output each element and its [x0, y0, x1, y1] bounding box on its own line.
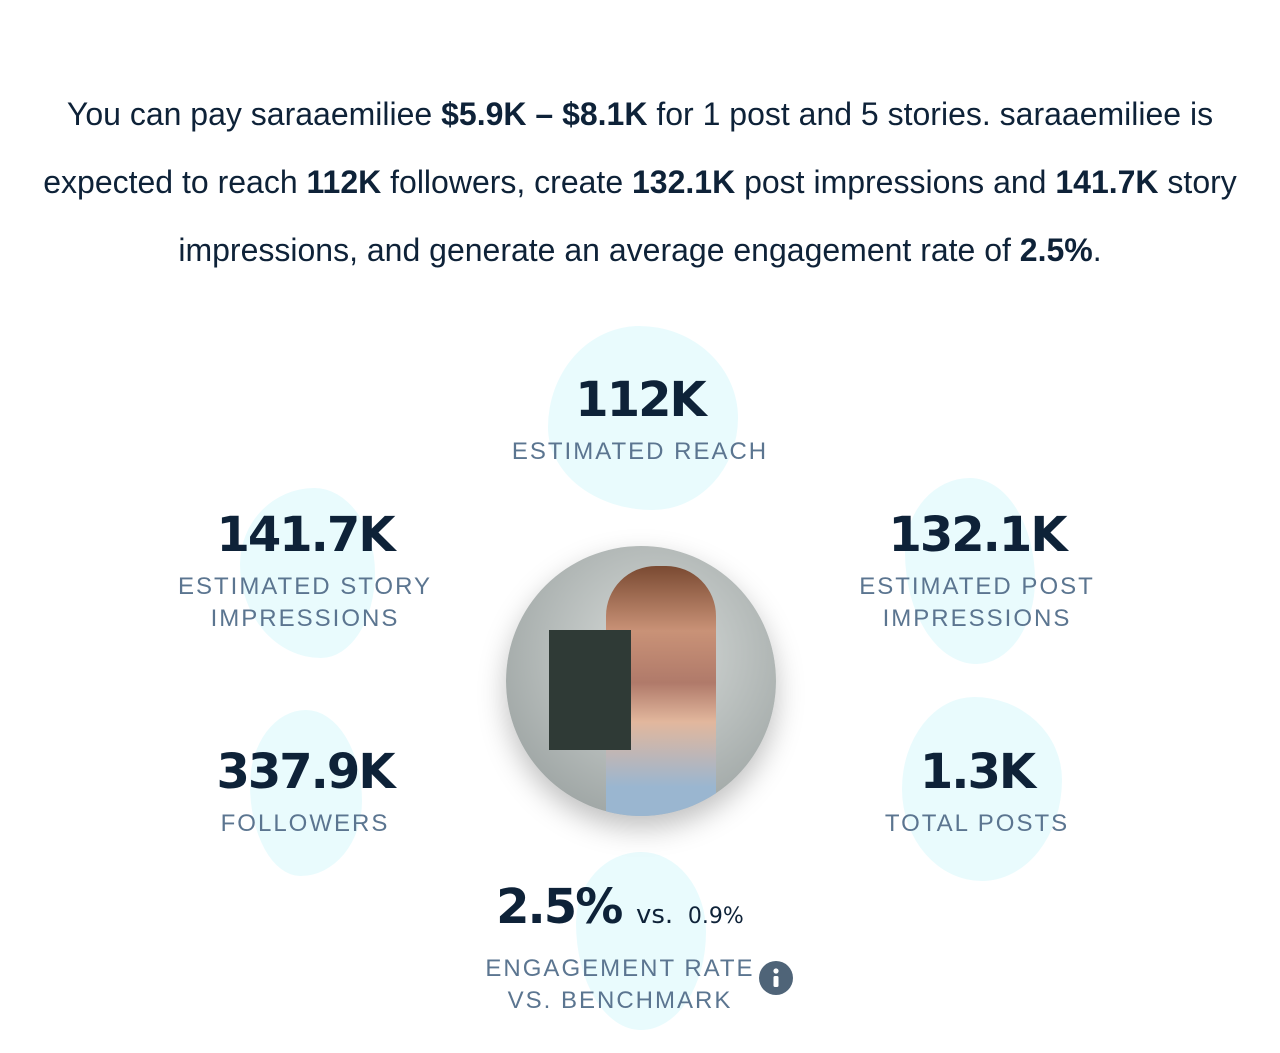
summary-text: followers, create: [381, 164, 632, 200]
stat-value: 1.3K: [919, 744, 1036, 800]
stat-posts: 1.3K TOTAL POSTS: [777, 744, 1177, 840]
blob: [548, 326, 738, 510]
label-line: IMPRESSIONS: [210, 605, 400, 632]
stat-value: 2.5%: [496, 879, 623, 935]
stat-post: 132.1K ESTIMATED POST IMPRESSIONS: [777, 507, 1177, 635]
summary: You can pay saraaemiliee $5.9K – $8.1K f…: [20, 80, 1260, 284]
stat-value: 112K: [575, 372, 706, 428]
info-icon[interactable]: [759, 961, 793, 995]
label-line: ESTIMATED REACH: [511, 438, 769, 465]
summary-story-impressions: 141.7K: [1055, 164, 1159, 200]
summary-text: for 1 post and 5 stories. saraaemiliee i…: [43, 96, 1214, 200]
vs-text: vs.: [636, 900, 674, 930]
summary-text: You can pay saraaemiliee: [66, 96, 442, 132]
blob: [250, 710, 362, 876]
stat-label: ENGAGEMENT RATE VS. BENCHMARK: [420, 953, 820, 1017]
stat-label: ESTIMATED POST IMPRESSIONS: [777, 571, 1177, 635]
label-line: ESTIMATED STORY: [177, 573, 433, 600]
stat-followers: 337.9K FOLLOWERS: [105, 744, 505, 840]
label-line: ENGAGEMENT RATE: [485, 955, 755, 982]
stat-label: TOTAL POSTS: [777, 808, 1177, 840]
stat-value: 132.1K: [888, 507, 1067, 563]
summary-reach: 112K: [306, 164, 382, 200]
summary-text: .: [1092, 232, 1102, 268]
stat-engagement: 2.5% vs. 0.9% ENGAGEMENT RATE VS. BENCHMA…: [420, 879, 820, 1017]
summary-text: story impressions, and generate an avera…: [178, 164, 1237, 268]
label-line: IMPRESSIONS: [882, 605, 1072, 632]
stat-story: 141.7K ESTIMATED STORY IMPRESSIONS: [105, 507, 505, 635]
summary-post-impressions: 132.1K: [632, 164, 736, 200]
summary-text: post impressions and: [735, 164, 1056, 200]
blob: [576, 852, 706, 1030]
blob: [902, 697, 1062, 881]
label-line: VS. BENCHMARK: [507, 987, 733, 1014]
label-line: ESTIMATED POST: [859, 573, 1095, 600]
summary-engagement: 2.5%: [1019, 232, 1093, 268]
summary-price: $5.9K – $8.1K: [441, 96, 648, 132]
stat-reach: 112K ESTIMATED REACH: [440, 372, 840, 468]
benchmark-value: 0.9%: [687, 904, 744, 929]
stat-value: 337.9K: [216, 744, 395, 800]
stat-value: 141.7K: [216, 507, 395, 563]
stat-value-row: 2.5% vs. 0.9%: [420, 879, 820, 945]
label-line: FOLLOWERS: [220, 810, 390, 837]
label-line: TOTAL POSTS: [884, 810, 1070, 837]
profile-photo: [506, 546, 776, 816]
stat-label: ESTIMATED REACH: [440, 436, 840, 468]
blob: [240, 488, 375, 658]
stat-label: FOLLOWERS: [105, 808, 505, 840]
blob: [905, 478, 1035, 664]
photo-board: [549, 630, 631, 750]
stat-label: ESTIMATED STORY IMPRESSIONS: [105, 571, 505, 635]
